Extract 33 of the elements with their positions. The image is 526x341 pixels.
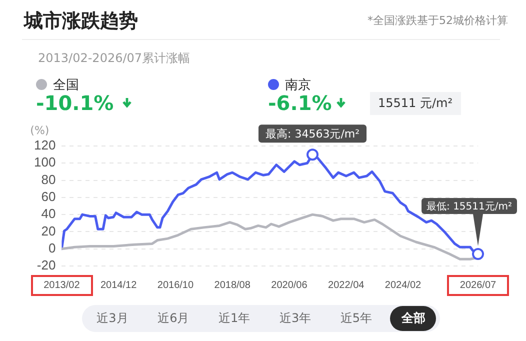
y-tick-label: 100: [34, 154, 56, 170]
annotation: 最低: 15511元/m²: [426, 202, 512, 213]
chart-subtitle: *全国涨跌基于52城价格计算: [368, 13, 508, 28]
y-tick-label: 60: [41, 189, 56, 204]
text: 2013/02-2026/07累计涨幅: [38, 50, 190, 67]
text: 15511 元/m²: [370, 92, 461, 115]
annotation: 最高: 34563元/m²: [265, 127, 360, 140]
x-tick-label: 2020/06: [271, 280, 308, 291]
y-tick-label: 40: [41, 206, 56, 222]
chart-title: 城市涨跌趋势: [24, 9, 138, 34]
y-tick-label: 120: [34, 138, 56, 153]
y-tick-label: -20: [36, 258, 56, 273]
x-tick-label: 2013/02: [44, 280, 80, 291]
x-tick-label: 2026/07: [460, 280, 497, 291]
x-tick-label: 2014/12: [100, 280, 138, 291]
y-tick-label: 20: [41, 223, 56, 238]
text: 近1年: [218, 310, 252, 327]
text: 近5年: [339, 310, 374, 327]
text: 近3月: [96, 310, 130, 327]
legend-label: 全国: [52, 77, 79, 94]
text: -10.1%: [36, 91, 114, 115]
x-tick-label: 2018/08: [214, 280, 251, 291]
legend-label: 南京: [284, 77, 311, 94]
x-tick-label: 2024/02: [384, 280, 422, 291]
text: -6.1%: [268, 91, 332, 115]
x-tick-label: 2022/04: [328, 280, 365, 291]
y-axis-title: (%): [30, 124, 50, 137]
text: 近6月: [156, 310, 190, 327]
y-tick-label: 0: [48, 240, 56, 256]
text: 近3年: [278, 310, 312, 327]
y-tick-label: 80: [41, 172, 56, 187]
text: 全部: [390, 306, 436, 331]
x-tick-label: 2016/10: [157, 280, 194, 291]
